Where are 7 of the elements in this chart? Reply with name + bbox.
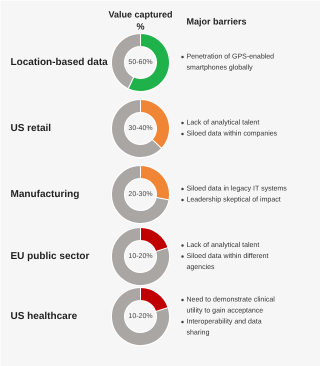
text: US healthcare: [10, 311, 78, 322]
text: Manufacturing: [10, 189, 80, 200]
text: Location-based data: [10, 57, 108, 68]
text: EU public sector: [10, 251, 90, 262]
text: US retail: [10, 123, 52, 134]
text: Value captured %: [108, 10, 173, 32]
text: Major barriers: [186, 16, 247, 26]
